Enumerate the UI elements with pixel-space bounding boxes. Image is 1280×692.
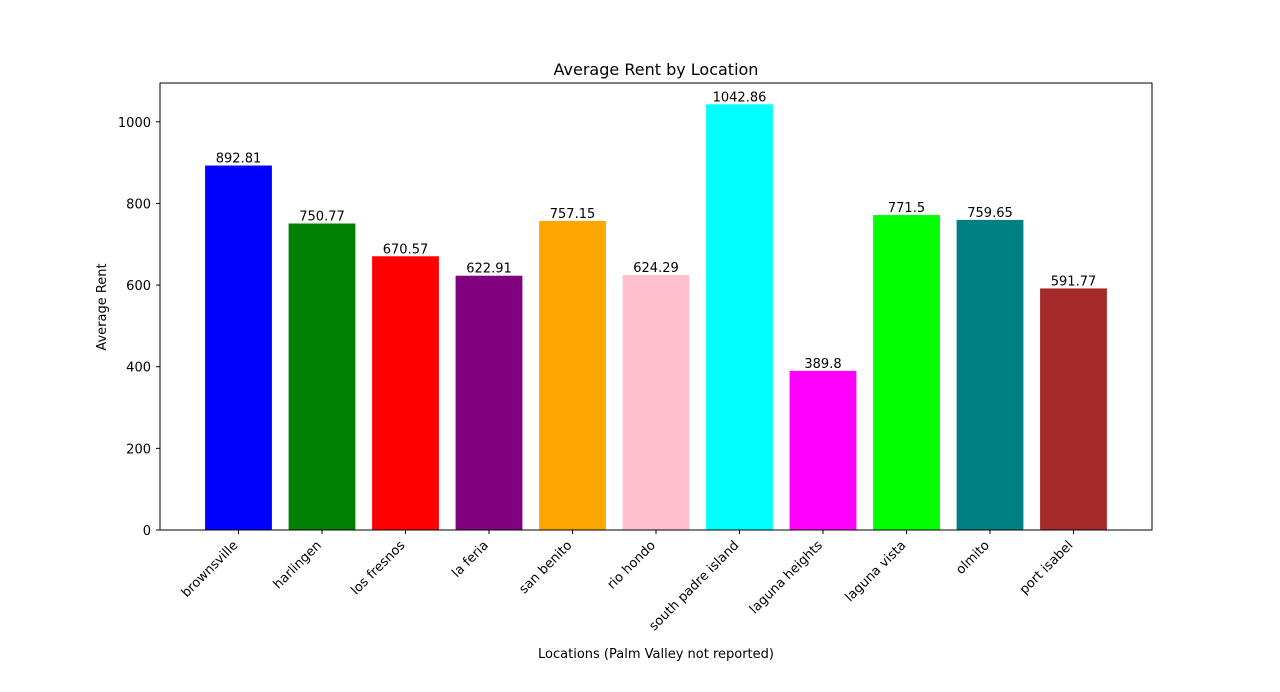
value-label: 591.77 — [1051, 274, 1097, 289]
x-tick-label: san benito — [516, 538, 575, 597]
plot-area-frame — [159, 82, 1153, 531]
bar-laguna-heights — [789, 370, 857, 530]
x-tick-label: south padre island — [646, 538, 742, 634]
y-tick-label: 800 — [126, 197, 151, 212]
value-label: 771.5 — [888, 201, 925, 216]
x-tick-label: port isabel — [1017, 538, 1076, 597]
bar-la-feria — [455, 275, 523, 530]
bar-los-fresnos — [372, 256, 439, 530]
x-tick-label: laguna vista — [842, 538, 909, 605]
y-tick-label: 1000 — [118, 116, 151, 131]
value-label: 670.57 — [383, 242, 429, 257]
bar-san-benito — [539, 220, 606, 531]
y-tick-label: 0 — [143, 524, 151, 539]
value-label: 1042.86 — [713, 90, 767, 105]
x-tick-label: la feria — [449, 538, 492, 581]
y-tick-label: 600 — [126, 279, 151, 294]
bar-port-isabel — [1040, 288, 1107, 530]
bar-olmito — [956, 219, 1024, 530]
value-label: 624.29 — [633, 261, 679, 276]
y-axis-label: Average Rent — [95, 263, 110, 350]
value-label: 389.8 — [804, 357, 841, 372]
value-label: 622.91 — [466, 262, 512, 277]
bar-rio-hondo — [622, 275, 690, 530]
bar-south-padre-island — [706, 104, 773, 530]
x-tick-label: rio hondo — [605, 538, 659, 592]
value-labels-group: 892.81 750.77 670.57 622.91 757.15 624.29 1042… — [216, 90, 1097, 372]
value-label: 757.15 — [550, 207, 596, 222]
bar-brownsville — [205, 165, 272, 531]
x-tick-label: olmito — [953, 538, 993, 578]
y-tick-label: 200 — [126, 442, 151, 457]
value-label: 750.77 — [299, 210, 345, 225]
x-tick-label: harlingen — [271, 538, 325, 592]
value-label: 892.81 — [216, 152, 262, 167]
chart-title: Average Rent by Location — [554, 60, 759, 79]
x-axis-ticks: brownsville harlingen los fresnos la feria s… — [179, 530, 1076, 634]
y-tick-label: 400 — [126, 361, 151, 376]
x-axis-label: Locations (Palm Valley not reported) — [538, 647, 774, 662]
bar-harlingen — [288, 223, 356, 530]
bar-laguna-vista — [873, 215, 940, 530]
bars-group — [205, 104, 1107, 531]
x-tick-label: laguna heights — [747, 538, 826, 617]
value-label: 759.65 — [967, 206, 1013, 221]
x-tick-label: brownsville — [179, 538, 242, 601]
y-axis-ticks: 0 200 400 600 800 1000 — [118, 116, 160, 539]
x-tick-label: los fresnos — [348, 538, 408, 598]
